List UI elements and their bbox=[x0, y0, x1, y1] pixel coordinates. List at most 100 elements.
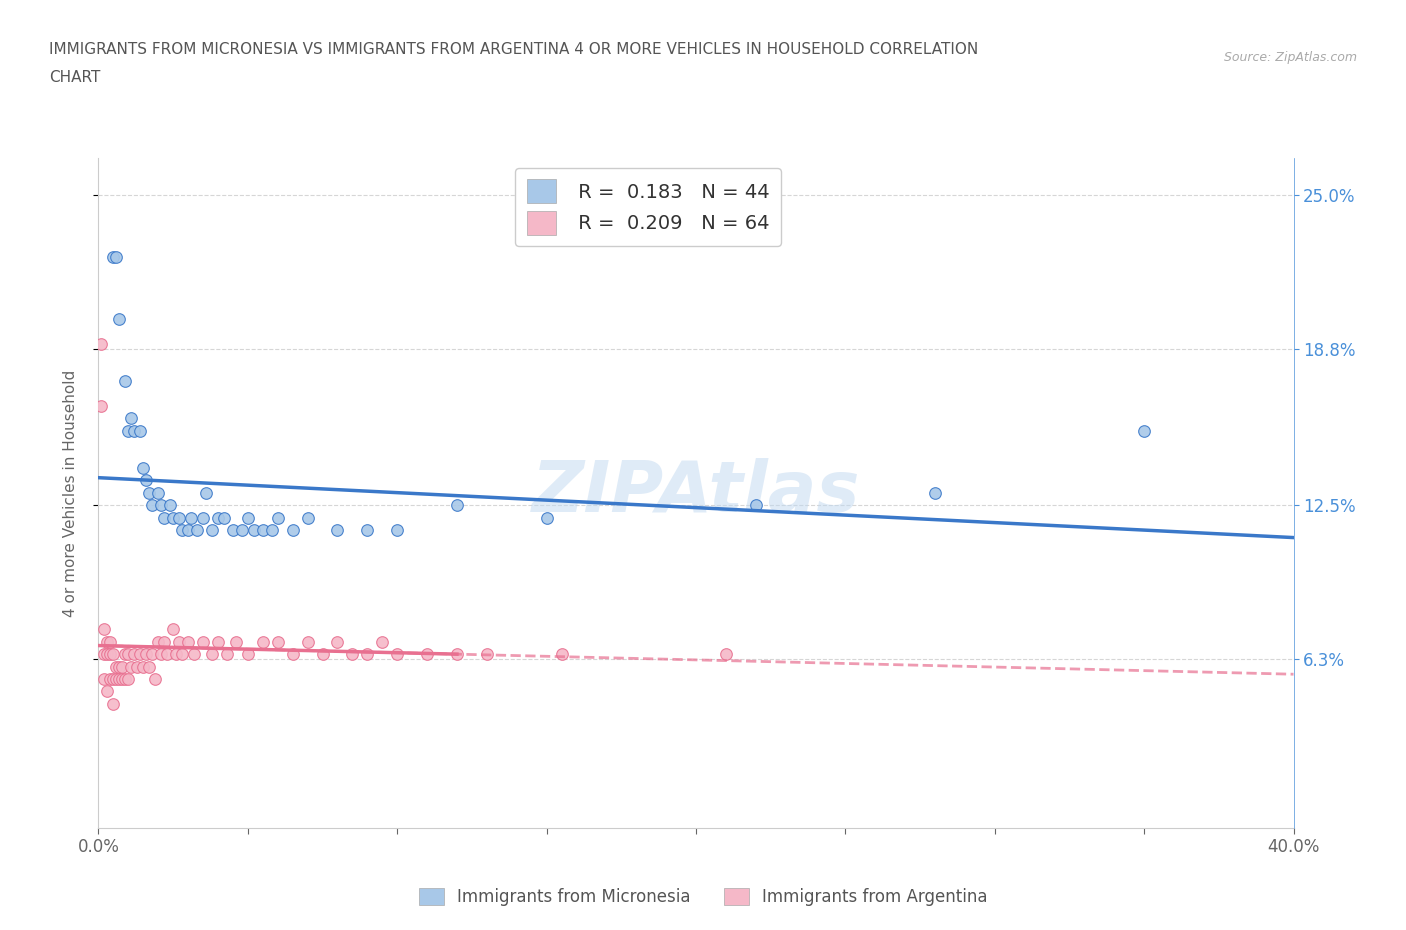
Point bbox=[385, 523, 409, 538]
Point bbox=[135, 646, 157, 661]
Point bbox=[180, 511, 202, 525]
Point bbox=[342, 646, 364, 661]
Point bbox=[172, 646, 194, 661]
Point bbox=[124, 423, 146, 438]
Point bbox=[297, 634, 319, 649]
Point bbox=[714, 646, 737, 661]
Point bbox=[108, 659, 131, 674]
Point bbox=[117, 646, 139, 661]
Point bbox=[446, 646, 468, 661]
Point bbox=[385, 646, 409, 661]
Point bbox=[120, 659, 142, 674]
Point bbox=[745, 498, 768, 512]
Point bbox=[243, 523, 266, 538]
Point bbox=[281, 646, 304, 661]
Point bbox=[201, 523, 224, 538]
Legend: Immigrants from Micronesia, Immigrants from Argentina: Immigrants from Micronesia, Immigrants f… bbox=[412, 881, 994, 912]
Point bbox=[129, 423, 152, 438]
Point bbox=[326, 523, 349, 538]
Point bbox=[117, 423, 139, 438]
Point bbox=[103, 697, 125, 711]
Point bbox=[207, 511, 229, 525]
Point bbox=[114, 671, 136, 686]
Point bbox=[153, 511, 176, 525]
Point bbox=[195, 485, 218, 500]
Point bbox=[90, 399, 112, 414]
Point bbox=[186, 523, 208, 538]
Point bbox=[120, 411, 142, 426]
Point bbox=[90, 337, 112, 352]
Point bbox=[117, 671, 139, 686]
Point bbox=[536, 511, 558, 525]
Point bbox=[177, 634, 200, 649]
Point bbox=[105, 671, 128, 686]
Point bbox=[356, 523, 378, 538]
Point bbox=[201, 646, 224, 661]
Point bbox=[132, 659, 155, 674]
Point bbox=[148, 634, 170, 649]
Point bbox=[297, 511, 319, 525]
Point bbox=[356, 646, 378, 661]
Point bbox=[207, 634, 229, 649]
Text: CHART: CHART bbox=[49, 70, 101, 85]
Point bbox=[159, 498, 181, 512]
Point bbox=[132, 460, 155, 475]
Y-axis label: 4 or more Vehicles in Household: 4 or more Vehicles in Household bbox=[63, 369, 77, 617]
Point bbox=[124, 646, 146, 661]
Legend:  R =  0.183   N = 44,  R =  0.209   N = 64: R = 0.183 N = 44, R = 0.209 N = 64 bbox=[516, 167, 780, 246]
Point bbox=[103, 646, 125, 661]
Point bbox=[111, 659, 134, 674]
Point bbox=[165, 646, 187, 661]
Point bbox=[143, 671, 166, 686]
Point bbox=[371, 634, 394, 649]
Point bbox=[100, 634, 122, 649]
Point bbox=[103, 250, 125, 265]
Point bbox=[177, 523, 200, 538]
Point bbox=[191, 634, 214, 649]
Point bbox=[252, 523, 274, 538]
Point bbox=[267, 511, 290, 525]
Point bbox=[252, 634, 274, 649]
Point bbox=[183, 646, 205, 661]
Point bbox=[108, 312, 131, 326]
Point bbox=[222, 523, 245, 538]
Point bbox=[141, 646, 163, 661]
Point bbox=[162, 511, 184, 525]
Point bbox=[167, 511, 190, 525]
Point bbox=[212, 511, 235, 525]
Point bbox=[416, 646, 439, 661]
Point bbox=[1133, 423, 1156, 438]
Point bbox=[236, 646, 259, 661]
Point bbox=[150, 498, 173, 512]
Point bbox=[100, 671, 122, 686]
Text: ZIPAtlas: ZIPAtlas bbox=[531, 458, 860, 527]
Point bbox=[96, 684, 118, 698]
Point bbox=[93, 646, 115, 661]
Point bbox=[138, 485, 160, 500]
Point bbox=[127, 659, 149, 674]
Point bbox=[924, 485, 946, 500]
Point bbox=[105, 659, 128, 674]
Point bbox=[231, 523, 253, 538]
Point bbox=[326, 634, 349, 649]
Point bbox=[215, 646, 238, 661]
Point bbox=[105, 250, 128, 265]
Point bbox=[114, 646, 136, 661]
Point bbox=[111, 671, 134, 686]
Point bbox=[167, 634, 190, 649]
Point bbox=[446, 498, 468, 512]
Point bbox=[108, 671, 131, 686]
Point bbox=[311, 646, 333, 661]
Point bbox=[93, 622, 115, 637]
Point bbox=[162, 622, 184, 637]
Point bbox=[129, 646, 152, 661]
Point bbox=[172, 523, 194, 538]
Point bbox=[281, 523, 304, 538]
Point bbox=[550, 646, 572, 661]
Point bbox=[135, 473, 157, 488]
Point bbox=[138, 659, 160, 674]
Text: Source: ZipAtlas.com: Source: ZipAtlas.com bbox=[1223, 51, 1357, 64]
Point bbox=[141, 498, 163, 512]
Point bbox=[475, 646, 498, 661]
Point bbox=[96, 646, 118, 661]
